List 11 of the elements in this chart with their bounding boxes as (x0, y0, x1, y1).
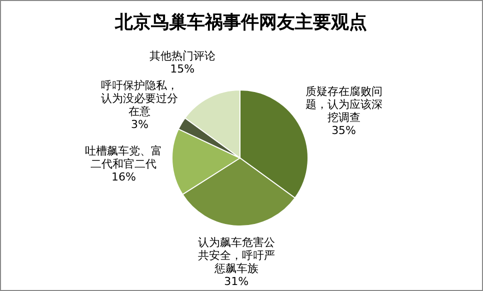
chart-title: 北京鸟巢车祸事件网友主要观点 (114, 12, 367, 33)
data-label: 16% (112, 170, 136, 184)
data-label: 35% (332, 124, 356, 137)
slice-label: 呼吁保护隐私，认为没必要过分在意 (101, 79, 178, 118)
slice-label: 质疑存在腐败问题，认为应该深挖调查 (305, 84, 382, 124)
data-label: 31% (224, 274, 249, 288)
data-label: 3% (130, 118, 148, 132)
slice-label: 其他热门评论 (149, 50, 216, 63)
slice-label: 吐槽飙车党、富二代和官二代 (85, 144, 162, 171)
data-label: 15% (170, 62, 195, 76)
slice-label: 认为飙车危害公共安全，呼吁严惩飙车族 (198, 236, 275, 275)
